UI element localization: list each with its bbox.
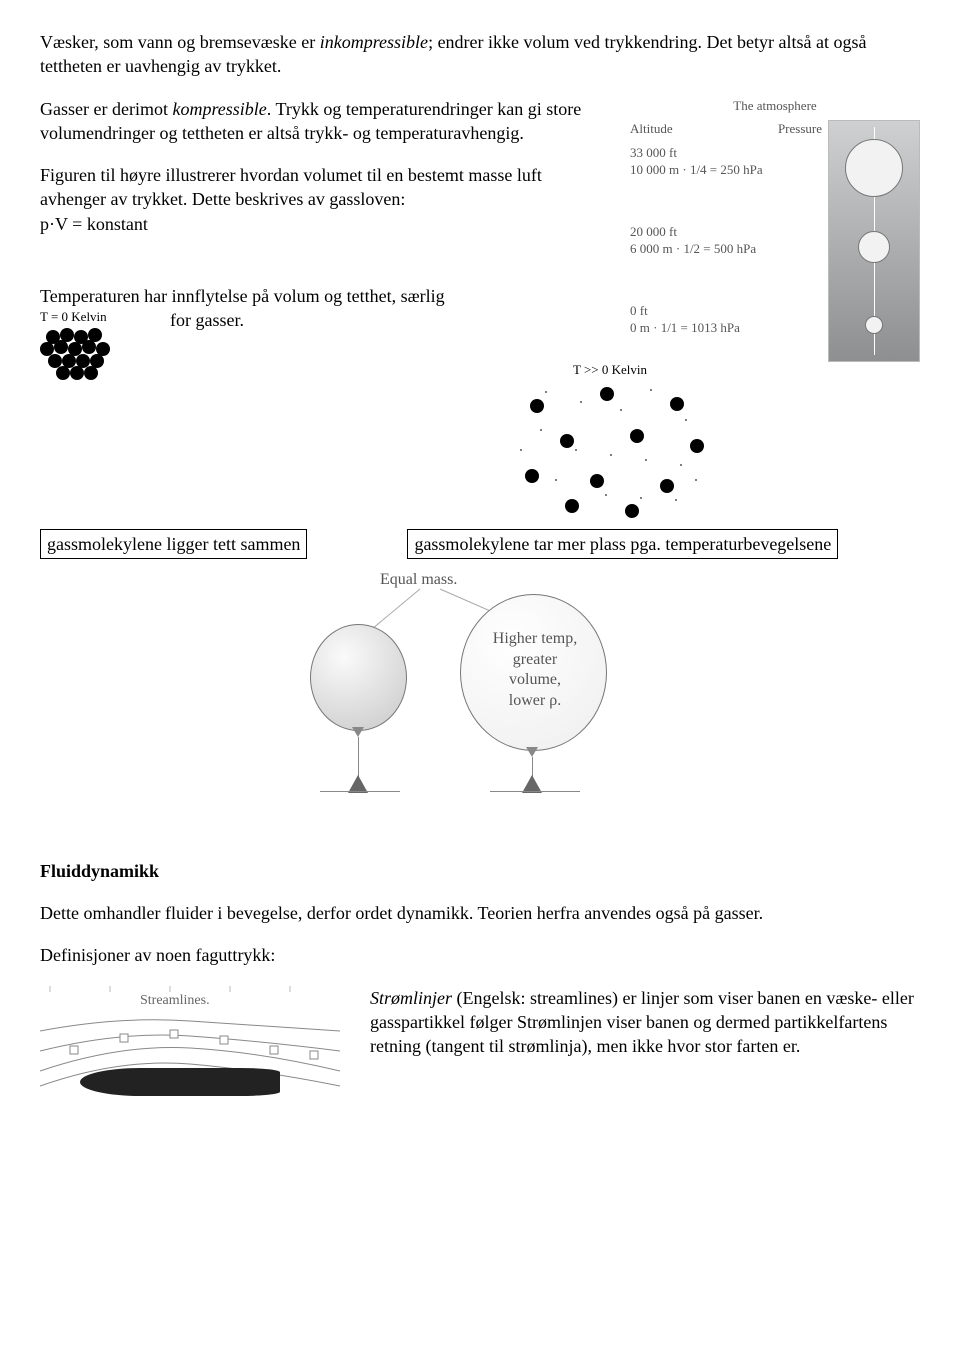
paragraph-definitions-intro: Definisjoner av noen faguttrykk: bbox=[40, 943, 920, 967]
label-greater-volume: greater volume, bbox=[485, 650, 585, 692]
definition-stromlinjer: Strømlinjer (Engelsk: streamlines) er li… bbox=[370, 986, 920, 1059]
text: (Engelsk: streamlines) er linjer som vis… bbox=[370, 988, 914, 1057]
label-higher-temp: Higher temp, bbox=[485, 629, 585, 650]
paragraph-compressible: Gasser er derimot kompressible. Trykk og… bbox=[40, 97, 610, 146]
label-t-gg-kelvin: T >> 0 Kelvin bbox=[480, 361, 740, 379]
text: Gasser er derimot bbox=[40, 99, 172, 119]
paragraph-fluiddyn: Dette omhandler fluider i bevegelse, der… bbox=[40, 901, 920, 925]
text: Temperaturen har innflytelse på volum og… bbox=[40, 286, 445, 306]
altitude-ft: 20 000 ft bbox=[630, 223, 822, 241]
altitude-m: 0 m · 1/1 = 1013 hPa bbox=[630, 319, 822, 337]
text: for gasser. bbox=[170, 308, 244, 332]
header-pressure: Pressure bbox=[778, 120, 822, 138]
text: Væsker, som vann og bremsevæske er bbox=[40, 32, 320, 52]
dense-particles-diagram bbox=[40, 326, 120, 381]
altitude-m: 10 000 m · 1/4 = 250 hPa bbox=[630, 161, 822, 179]
streamlines-figure: Streamlines. bbox=[40, 986, 340, 1116]
italic-term: inkompressible bbox=[320, 32, 428, 52]
header-altitude: Altitude bbox=[630, 120, 673, 138]
label-t0-kelvin: T = 0 Kelvin bbox=[40, 308, 150, 326]
caption-dense: gassmolekylene ligger tett sammen bbox=[40, 529, 307, 559]
atmosphere-column bbox=[828, 120, 920, 362]
altitude-ft: 0 ft bbox=[630, 302, 822, 320]
italic-term: kompressible bbox=[172, 99, 266, 119]
altitude-ft: 33 000 ft bbox=[630, 144, 822, 162]
sparse-particles-diagram bbox=[510, 379, 710, 519]
balloons-figure: Equal mass. Higher temp, greater volume,… bbox=[270, 569, 690, 799]
label-lower-rho: lower ρ. bbox=[485, 691, 585, 712]
heading-fluiddynamikk: Fluiddynamikk bbox=[40, 859, 920, 883]
caption-sparse: gassmolekylene tar mer plass pga. temper… bbox=[407, 529, 838, 559]
paragraph-incompressible: Væsker, som vann og bremsevæske er inkom… bbox=[40, 30, 920, 79]
text: Figuren til høyre illustrerer hvordan vo… bbox=[40, 163, 610, 212]
equation: p·V = konstant bbox=[40, 212, 610, 236]
altitude-m: 6 000 m · 1/2 = 500 hPa bbox=[630, 240, 822, 258]
airfoil-shape bbox=[80, 1068, 280, 1096]
paragraph-gaslaw: Figuren til høyre illustrerer hvordan vo… bbox=[40, 163, 610, 236]
atmosphere-figure: The atmosphere Altitude Pressure 33 000 … bbox=[630, 97, 920, 381]
italic-term: Strømlinjer bbox=[370, 988, 452, 1008]
figure-title: The atmosphere bbox=[630, 97, 920, 115]
paragraph-temperature: Temperaturen har innflytelse på volum og… bbox=[40, 284, 610, 308]
